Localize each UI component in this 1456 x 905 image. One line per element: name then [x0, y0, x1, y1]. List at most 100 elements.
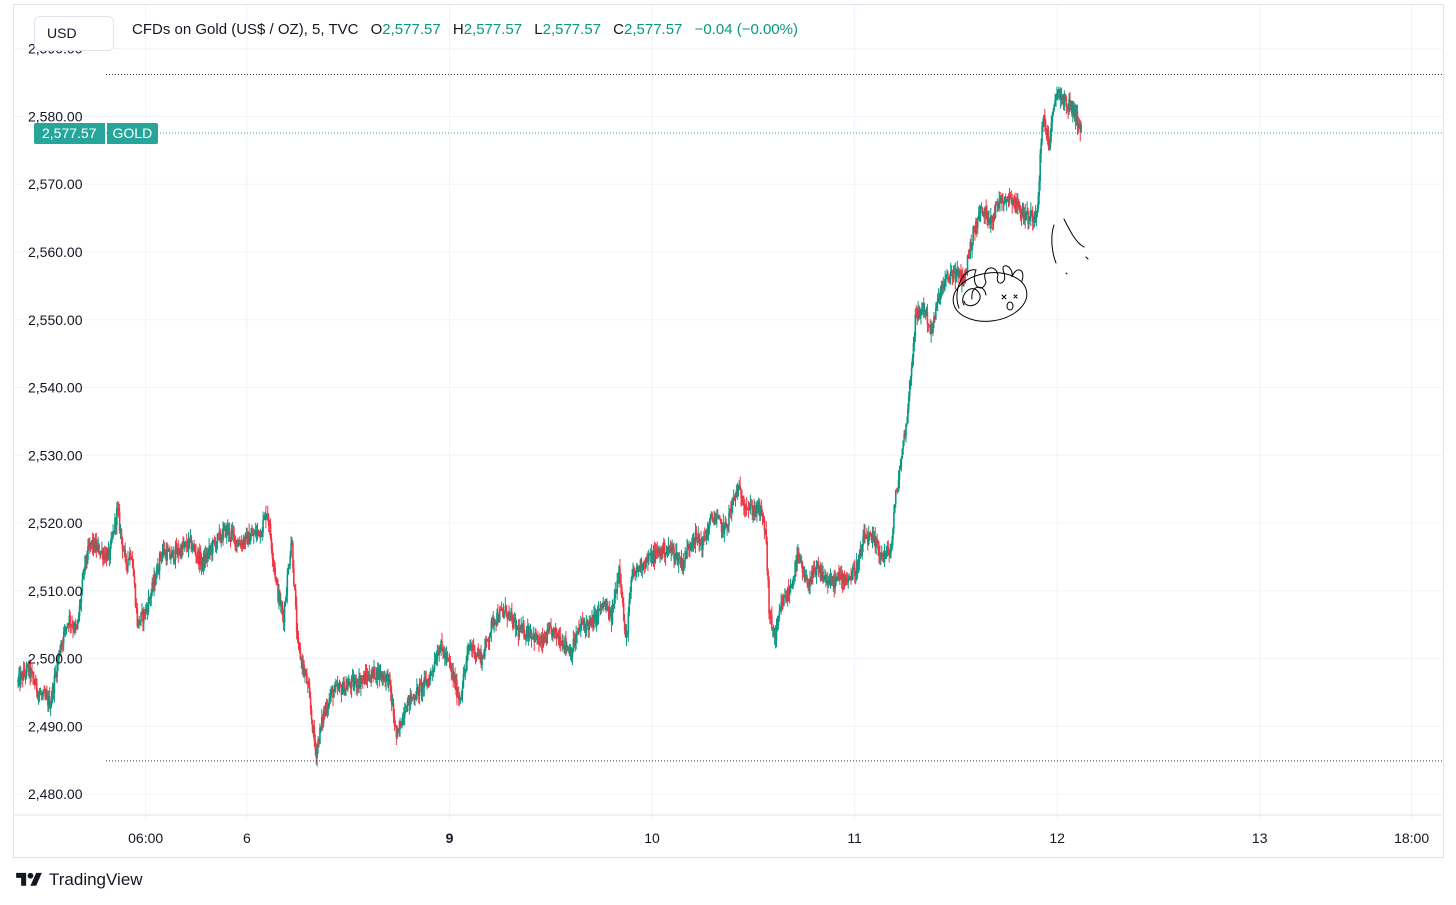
candle-body	[231, 529, 234, 532]
candle-body	[239, 542, 241, 545]
candle-body	[640, 559, 643, 571]
candle-body	[430, 671, 433, 673]
candle-body	[684, 550, 686, 561]
candle-body	[105, 552, 108, 561]
candle-body	[605, 603, 607, 610]
symbol-legend[interactable]: CFDs on Gold (US$ / OZ), 5, TVC O2,577.5…	[132, 21, 798, 38]
candle-body	[812, 568, 815, 578]
candle-body	[902, 440, 905, 449]
candle-body	[613, 597, 616, 609]
candle-body	[48, 696, 51, 709]
candle-body	[455, 679, 457, 689]
close-value: 2,577.57	[624, 21, 683, 38]
candle-body	[215, 543, 218, 549]
candle-body	[43, 690, 45, 693]
candle-body	[408, 695, 411, 706]
candle-body	[470, 645, 472, 647]
candle-body	[366, 676, 369, 681]
candle-body	[854, 571, 857, 576]
candle-body	[894, 503, 896, 513]
candle-body	[883, 552, 886, 562]
candle-body	[37, 693, 40, 698]
y-tick-label: 2,550.00	[28, 312, 83, 328]
candle-body	[543, 634, 546, 640]
x-tick-label: 06:00	[128, 830, 163, 846]
candle-body	[450, 665, 453, 673]
candle-body	[578, 627, 580, 630]
candle-body	[699, 539, 701, 544]
candle-body	[44, 692, 46, 697]
candle-body	[488, 637, 491, 642]
candle-body	[677, 558, 680, 564]
candle-body	[138, 619, 140, 625]
candle-body	[817, 565, 820, 568]
candle-body	[64, 626, 67, 629]
candle-body	[972, 227, 974, 245]
time-axis[interactable]: 06:00 6 9 10 11 12 13 18:00	[128, 830, 1429, 846]
price-chart[interactable]: 2,590.002,580.002,570.002,560.002,550.00…	[14, 5, 1443, 857]
candle-body	[894, 490, 897, 504]
candle-body	[678, 558, 681, 559]
candle-body	[951, 270, 954, 279]
candle-body	[909, 376, 912, 381]
candlestick-series	[17, 86, 1082, 767]
candle-body	[42, 690, 45, 695]
candle-body	[1006, 196, 1009, 200]
candle-body	[869, 533, 872, 535]
candle-body	[119, 528, 122, 531]
candle-body	[1008, 196, 1011, 203]
candle-body	[465, 661, 468, 670]
candle-body	[935, 302, 938, 309]
candle-body	[1035, 214, 1038, 219]
candle-body	[311, 719, 314, 732]
candle-body	[533, 633, 536, 643]
candle-body	[932, 323, 934, 333]
candle-body	[506, 616, 509, 619]
candle-body	[293, 568, 295, 585]
candle-body	[733, 497, 736, 499]
candle-body	[1048, 146, 1051, 148]
candle-body	[241, 541, 244, 547]
candle-body	[980, 207, 983, 209]
y-tick-label: 2,490.00	[28, 718, 83, 734]
candle-body	[357, 684, 359, 689]
currency-selector[interactable]: USD	[34, 16, 114, 51]
candle-body	[508, 611, 510, 614]
candle-body	[423, 677, 426, 688]
candle-body	[641, 569, 644, 571]
candle-body	[539, 641, 541, 645]
candle-body	[554, 628, 557, 633]
candle-body	[98, 544, 100, 555]
candle-body	[681, 558, 684, 571]
candle-body	[755, 511, 757, 514]
candle-body	[853, 567, 856, 576]
candle-body	[830, 577, 833, 581]
x-tick-label: 11	[847, 830, 862, 846]
candle-body	[742, 504, 744, 505]
candle-body	[978, 213, 981, 216]
candle-body	[203, 554, 206, 568]
candle-body	[389, 674, 391, 681]
candle-body	[201, 557, 204, 563]
symbol-title: CFDs on Gold (US$ / OZ), 5, TVC	[132, 21, 359, 38]
candle-body	[212, 540, 215, 541]
candle-body	[983, 212, 986, 217]
candle-body	[115, 517, 117, 526]
candle-body	[92, 538, 95, 548]
candle-body	[209, 546, 211, 551]
candle-body	[62, 631, 65, 644]
chart-frame[interactable]: 2,590.002,580.002,570.002,560.002,550.00…	[13, 4, 1444, 858]
candle-body	[155, 577, 157, 585]
candle-body	[833, 576, 836, 589]
candle-body	[60, 646, 62, 653]
candle-body	[177, 547, 180, 555]
candle-body	[172, 549, 175, 562]
candle-body	[236, 540, 238, 546]
candle-body	[741, 498, 743, 505]
tradingview-brand[interactable]: TradingView	[15, 870, 143, 890]
candle-body	[828, 579, 831, 586]
candle-body	[735, 490, 738, 493]
candle-body	[1009, 196, 1012, 198]
candle-body	[1071, 105, 1074, 114]
candle-body	[955, 270, 958, 282]
